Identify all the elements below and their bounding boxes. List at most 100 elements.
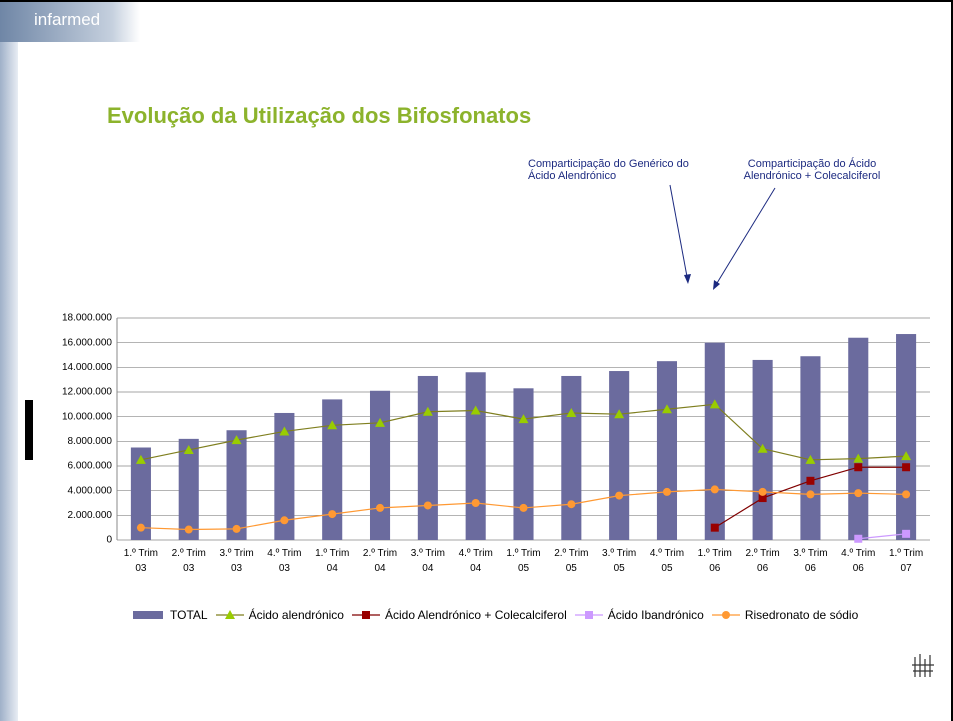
point [709, 399, 720, 409]
bar [656, 361, 678, 540]
chart-title: Evolução da Utilização dos Bifosfonatos [107, 103, 532, 128]
point [135, 454, 146, 464]
legend-swatch [215, 610, 244, 619]
cat: 2.º Trim 05 [554, 548, 589, 574]
point [901, 451, 912, 461]
cat: 1.º Trim 03 [123, 548, 159, 574]
point [805, 454, 816, 464]
point [902, 490, 911, 499]
y-tick-label: 2.000.000 [68, 510, 113, 521]
point [758, 494, 767, 503]
cat: 4.º Trim 03 [267, 548, 302, 574]
point [854, 463, 863, 472]
legend-label: Ácido Alendrónico + Colecalciferol [384, 608, 567, 622]
cat: 1.º Trim 06 [697, 548, 732, 574]
bar [896, 334, 917, 540]
cat: 1.º Trim 07 [888, 548, 924, 574]
legend-box [133, 611, 163, 619]
marker-bar [25, 400, 33, 460]
y-tick-label: 4.000.000 [68, 485, 113, 496]
bar [848, 337, 869, 540]
legend-label: Ácido Ibandrónico [607, 608, 704, 622]
cat: 3.º Trim 05 [602, 548, 637, 574]
legend-swatch [711, 611, 740, 619]
point [710, 485, 719, 494]
y-tick-label: 0 [106, 535, 112, 546]
y-tick-label: 8.000.000 [68, 436, 113, 447]
point [710, 523, 719, 532]
point [470, 405, 481, 415]
bar [130, 447, 151, 540]
bar [322, 399, 343, 540]
side-strip [0, 2, 18, 721]
point [375, 417, 386, 427]
point [806, 490, 815, 499]
point [422, 406, 433, 416]
footer-logo [912, 654, 934, 677]
logo-bar [0, 2, 140, 42]
legend-marker [721, 611, 730, 619]
bar [513, 388, 534, 540]
point [232, 524, 241, 533]
cat: 2.º Trim 03 [171, 548, 206, 574]
bar [274, 412, 295, 540]
point [566, 407, 577, 417]
point [328, 510, 337, 519]
y-tick-label: 18.000.000 [62, 313, 112, 324]
legend-marker [224, 610, 235, 619]
cat: 1.º Trim 04 [315, 548, 350, 574]
point [518, 414, 529, 424]
annotation: Comparticipação do Genérico do Ácido Ale… [528, 158, 689, 182]
point [183, 444, 194, 454]
bar [704, 342, 725, 540]
logo: infarmed [34, 10, 101, 29]
point [136, 523, 145, 532]
point [854, 489, 863, 498]
legend-swatch [574, 611, 603, 619]
bar [417, 375, 438, 540]
legend-marker [361, 611, 370, 619]
bar [561, 375, 582, 540]
line [858, 533, 907, 540]
point [854, 534, 863, 543]
point [471, 499, 480, 507]
bar [800, 356, 821, 540]
arrow-head [713, 280, 720, 290]
point [376, 503, 385, 512]
y-tick-label: 12.000.000 [62, 387, 112, 398]
legend-label: TOTAL [170, 608, 208, 622]
bar [465, 372, 486, 540]
legend-label: Ácido alendrónico [248, 608, 344, 622]
legend-item: Ácido Ibandrónico [574, 608, 704, 622]
cat: 4.º Trim 05 [649, 548, 685, 574]
y-tick-label: 10.000.000 [62, 411, 112, 422]
y-tick-label: 14.000.000 [62, 362, 112, 373]
point [279, 426, 290, 436]
point [662, 487, 671, 496]
point [519, 503, 528, 512]
point [423, 501, 432, 510]
point [231, 435, 242, 445]
legend-item: Risedronato de sódio [711, 608, 858, 622]
legend: TOTAL Ácido alendrónico Ácido Alendrónico … [133, 608, 866, 622]
bar [226, 430, 247, 540]
point [184, 525, 193, 534]
point [757, 443, 768, 453]
legend-swatch [351, 611, 380, 619]
y-tick-label: 16.000.000 [62, 337, 112, 348]
legend-swatch [133, 611, 163, 619]
y-tick-label: 6.000.000 [68, 461, 113, 472]
annotation: Comparticipação do Ácido Alendrónico + C… [743, 158, 881, 182]
point [615, 491, 624, 500]
cat: 4.º Trim 06 [841, 548, 876, 574]
cat: 2.º Trim 04 [362, 548, 398, 574]
cat: 4.º Trim 04 [458, 548, 493, 574]
cat: 2.º Trim 06 [745, 548, 780, 574]
point [902, 463, 911, 472]
legend-marker [584, 611, 593, 619]
legend-item: TOTAL [133, 608, 208, 622]
point [853, 453, 864, 463]
legend-item: Ácido Alendrónico + Colecalciferol [351, 608, 567, 622]
